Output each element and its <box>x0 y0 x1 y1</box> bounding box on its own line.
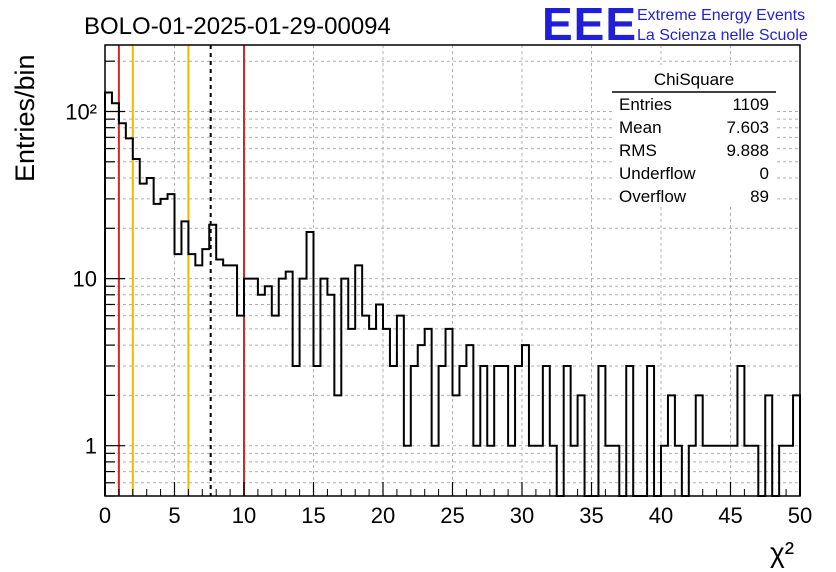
histogram-series <box>104 91 801 497</box>
x-tick-label: 35 <box>579 503 603 528</box>
y-tick-label: 10² <box>65 99 97 124</box>
x-tick-label: 10 <box>232 503 256 528</box>
stats-value-overflow: 89 <box>750 187 769 206</box>
x-tick-label: 50 <box>788 503 812 528</box>
stats-box: ChiSquare Entries 1109 Mean 7.603 RMS 9.… <box>612 65 776 206</box>
x-tick-label: 30 <box>510 503 534 528</box>
stats-label-entries: Entries <box>619 95 672 114</box>
y-tick-label: 10 <box>73 267 97 292</box>
stats-label-overflow: Overflow <box>619 187 687 206</box>
stats-box-background <box>612 65 776 205</box>
x-tick-label: 20 <box>371 503 395 528</box>
x-tick-label: 45 <box>718 503 742 528</box>
stats-value-mean: 7.603 <box>726 118 769 137</box>
x-tick-label: 5 <box>168 503 180 528</box>
x-tick-label: 40 <box>649 503 673 528</box>
stats-label-rms: RMS <box>619 141 657 160</box>
stats-label-underflow: Underflow <box>619 164 696 183</box>
y-axis-label: Entries/bin <box>10 54 40 182</box>
x-axis-label: χ² <box>770 537 794 568</box>
x-tick-label: 0 <box>99 503 111 528</box>
logo-line-2: La Scienza nelle Scuole <box>637 27 808 44</box>
run-title: BOLO-01-2025-01-29-00094 <box>84 13 391 40</box>
eee-logo: EEE <box>542 0 637 50</box>
stats-value-rms: 9.888 <box>726 141 769 160</box>
y-tick-label: 1 <box>85 434 97 459</box>
stats-value-underflow: 0 <box>760 164 769 183</box>
axis-ticks <box>104 60 801 497</box>
reference-lines <box>117 45 245 496</box>
tick-labels: 0 5 10 15 20 25 30 35 40 45 50 1 10 10² <box>65 99 812 528</box>
stats-title: ChiSquare <box>654 70 734 89</box>
logo-line-1: Extreme Energy Events <box>637 7 805 24</box>
x-tick-label: 15 <box>301 503 325 528</box>
x-tick-label: 25 <box>440 503 464 528</box>
stats-label-mean: Mean <box>619 118 662 137</box>
stats-value-entries: 1109 <box>732 95 769 114</box>
